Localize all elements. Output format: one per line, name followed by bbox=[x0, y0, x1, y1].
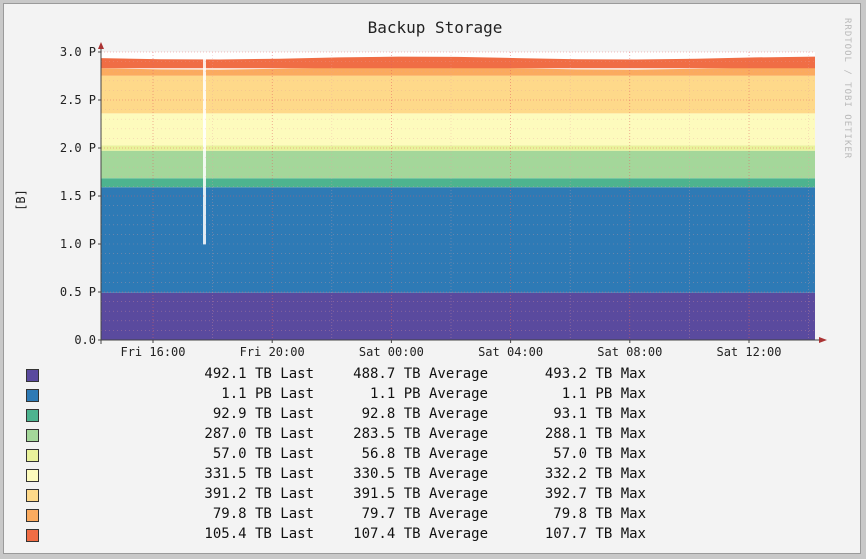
legend-row: 57.0 TB Last 56.8 TB Average 57.0 TB Max bbox=[26, 446, 826, 466]
stacked-area-chart: Backup Storage [B] RRDTOOL / TOBI OETIKE… bbox=[14, 18, 852, 359]
graph-frame: Backup Storage [B] RRDTOOL / TOBI OETIKE… bbox=[3, 3, 861, 554]
y-tick-label: 0.5 P bbox=[60, 285, 96, 299]
legend-swatch bbox=[26, 469, 39, 482]
legend-swatch bbox=[26, 449, 39, 462]
y-axis-arrow bbox=[98, 42, 104, 49]
legend-max: 93.1 TB Max bbox=[553, 406, 646, 422]
x-tick-label: Sat 08:00 bbox=[597, 345, 662, 359]
y-tick-label: 1.0 P bbox=[60, 237, 96, 251]
legend-average: 79.7 TB Average bbox=[361, 506, 488, 522]
legend-last: 331.5 TB Last bbox=[204, 466, 314, 482]
legend-max: 288.1 TB Max bbox=[544, 426, 646, 442]
data-gap-marker bbox=[203, 56, 206, 245]
legend-max: 79.8 TB Max bbox=[553, 506, 646, 522]
y-tick-label: 3.0 P bbox=[60, 45, 96, 59]
legend-last: 92.9 TB Last bbox=[212, 406, 314, 422]
area-series-6 bbox=[101, 113, 815, 146]
legend-last: 492.1 TB Last bbox=[204, 366, 314, 382]
legend-max: 392.7 TB Max bbox=[544, 486, 646, 502]
legend-last: 57.0 TB Last bbox=[212, 446, 314, 462]
x-tick-label: Fri 20:00 bbox=[240, 345, 305, 359]
legend-average: 1.1 PB Average bbox=[369, 386, 488, 402]
legend-row: 331.5 TB Last 330.5 TB Average 332.2 TB Ma… bbox=[26, 466, 826, 486]
legend-average: 107.4 TB Average bbox=[353, 526, 488, 542]
area-series-4 bbox=[101, 150, 815, 179]
y-tick-label: 0.0 bbox=[74, 333, 96, 347]
legend-last: 79.8 TB Last bbox=[212, 506, 314, 522]
legend-row: 287.0 TB Last 283.5 TB Average 288.1 TB Ma… bbox=[26, 426, 826, 446]
legend-last: 287.0 TB Last bbox=[204, 426, 314, 442]
legend-average: 330.5 TB Average bbox=[353, 466, 488, 482]
legend-swatch bbox=[26, 369, 39, 382]
area-series-2 bbox=[101, 187, 815, 293]
legend-last: 391.2 TB Last bbox=[204, 486, 314, 502]
legend-swatch bbox=[26, 529, 39, 542]
legend-last: 105.4 TB Last bbox=[204, 526, 314, 542]
y-tick-labels: 0.0 0.5 P 1.0 P 1.5 P 2.0 P 2.5 P 3.0 P bbox=[60, 45, 101, 347]
area-series-3 bbox=[101, 178, 815, 188]
legend-row: 391.2 TB Last 391.5 TB Average 392.7 TB Ma… bbox=[26, 486, 826, 506]
legend-swatch bbox=[26, 509, 39, 522]
rrdtool-watermark: RRDTOOL / TOBI OETIKER bbox=[842, 18, 852, 159]
area-series-1 bbox=[101, 292, 815, 340]
y-tick-label: 2.5 P bbox=[60, 93, 96, 107]
x-tick-label: Sat 12:00 bbox=[716, 345, 781, 359]
legend-max: 1.1 PB Max bbox=[561, 386, 646, 402]
x-axis-arrow bbox=[819, 337, 827, 343]
legend-average: 283.5 TB Average bbox=[353, 426, 488, 442]
legend-row: 492.1 TB Last 488.7 TB Average 493.2 TB Ma… bbox=[26, 366, 826, 386]
legend-row: 92.9 TB Last 92.8 TB Average 93.1 TB Max bbox=[26, 406, 826, 426]
x-tick-label: Sat 00:00 bbox=[359, 345, 424, 359]
x-tick-labels: Fri 16:00 Fri 20:00 Sat 00:00 Sat 04:00 Sat … bbox=[120, 340, 782, 359]
legend-average: 391.5 TB Average bbox=[353, 486, 488, 502]
legend-swatch bbox=[26, 389, 39, 402]
y-tick-label: 2.0 P bbox=[60, 141, 96, 155]
legend-row: 1.1 PB Last 1.1 PB Average 1.1 PB Max bbox=[26, 386, 826, 406]
legend-last: 1.1 PB Last bbox=[221, 386, 314, 402]
legend-average: 488.7 TB Average bbox=[353, 366, 488, 382]
area-series-9 bbox=[101, 56, 815, 69]
legend-swatch bbox=[26, 409, 39, 422]
y-tick-label: 1.5 P bbox=[60, 189, 96, 203]
legend-average: 56.8 TB Average bbox=[361, 446, 488, 462]
area-series-7 bbox=[101, 75, 815, 114]
legend-row: 105.4 TB Last 107.4 TB Average 107.7 TB Ma… bbox=[26, 526, 826, 546]
y-axis-label: [B] bbox=[14, 189, 28, 211]
legend-swatch bbox=[26, 429, 39, 442]
legend-swatch bbox=[26, 489, 39, 502]
legend-max: 107.7 TB Max bbox=[544, 526, 646, 542]
chart-title: Backup Storage bbox=[368, 18, 503, 37]
x-tick-label: Sat 04:00 bbox=[478, 345, 543, 359]
legend-row: 79.8 TB Last 79.7 TB Average 79.8 TB Max bbox=[26, 506, 826, 526]
legend-average: 92.8 TB Average bbox=[361, 406, 488, 422]
legend-max: 57.0 TB Max bbox=[553, 446, 646, 462]
x-tick-label: Fri 16:00 bbox=[120, 345, 185, 359]
axes bbox=[98, 42, 827, 344]
legend-max: 493.2 TB Max bbox=[544, 366, 646, 382]
legend-max: 332.2 TB Max bbox=[544, 466, 646, 482]
